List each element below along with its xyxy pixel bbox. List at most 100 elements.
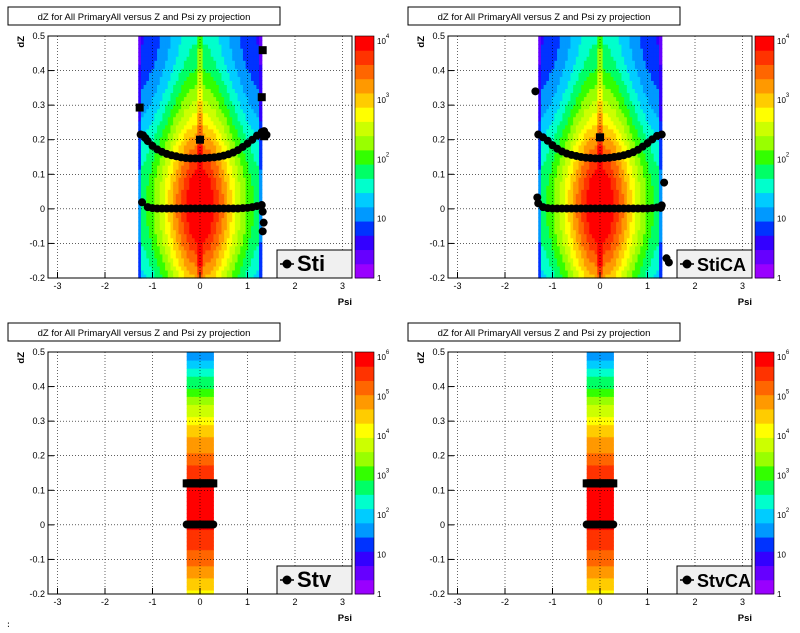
heatmap-cell	[554, 140, 558, 146]
heatmap-cell	[229, 72, 233, 77]
heatmap-cell	[173, 273, 177, 279]
heatmap-cell	[202, 132, 206, 138]
heatmap-cell	[570, 92, 574, 98]
heatmap-cell	[165, 257, 169, 263]
heatmap-cell	[148, 52, 153, 57]
heatmap-cell	[178, 116, 182, 122]
heatmap-cell	[216, 64, 220, 69]
heatmap-cell	[557, 273, 561, 279]
heatmap-cell	[178, 36, 182, 41]
heatmap-cell	[208, 140, 212, 146]
heatmap-cell	[543, 201, 547, 206]
heatmap-cell	[159, 173, 164, 178]
heatmap-cell	[157, 92, 161, 98]
heatmap-cell	[138, 36, 142, 41]
heatmap-cell	[183, 56, 188, 61]
heatmap-cell	[540, 88, 545, 94]
heatmap-cell	[546, 181, 550, 186]
heatmap-cell	[216, 104, 220, 110]
heatmap-cell	[253, 72, 257, 77]
heatmap-cell	[259, 161, 263, 166]
heatmap-cell	[148, 237, 153, 243]
heatmap-cell	[165, 193, 169, 198]
heatmap-cell	[573, 76, 577, 81]
heatmap-cell	[224, 52, 228, 57]
heatmap-cell	[200, 253, 204, 259]
heatmap-cell	[159, 44, 164, 49]
heatmap-cell	[167, 80, 172, 85]
heatmap-cell	[154, 128, 158, 134]
heatmap-cell	[565, 124, 569, 130]
heatmap-cell	[189, 201, 193, 206]
heatmap-cell	[226, 88, 231, 94]
heatmap-cell	[554, 100, 558, 106]
heatmap-cell	[548, 201, 553, 206]
heatmap-cell	[194, 40, 198, 45]
heatmap-cell	[573, 225, 577, 231]
heatmap-cell	[548, 52, 553, 57]
heatmap-cell	[573, 112, 577, 118]
heatmap-cell	[197, 100, 201, 106]
heatmap-cell	[548, 76, 553, 81]
heatmap-cell	[167, 144, 172, 150]
heatmap-cell	[251, 249, 255, 255]
heatmap-cell	[232, 96, 236, 102]
heatmap-cell	[210, 237, 215, 243]
heatmap-cell	[138, 261, 142, 267]
heatmap-cell	[189, 68, 193, 73]
heatmap-cell	[154, 221, 158, 227]
heatmap-cell	[248, 124, 252, 130]
heatmap-cell	[143, 197, 147, 202]
heatmap-cell	[157, 241, 161, 247]
heatmap-cell	[157, 140, 161, 146]
heatmap-cell	[554, 52, 558, 57]
heatmap-cell	[208, 116, 212, 122]
heatmap-cell	[151, 100, 155, 106]
heatmap-cell	[146, 48, 150, 53]
heatmap-cell	[570, 96, 574, 102]
heatmap-cell	[251, 152, 255, 158]
heatmap-cell	[213, 68, 217, 73]
heatmap-cell	[146, 217, 150, 223]
heatmap-cell	[200, 132, 204, 138]
heatmap-cell	[559, 140, 564, 146]
heatmap-cell	[143, 241, 147, 247]
heatmap-cell	[546, 40, 550, 45]
heatmap-cell	[565, 241, 569, 247]
heatmap-cell	[138, 124, 142, 130]
heatmap-cell	[562, 76, 566, 81]
heatmap-cell	[256, 249, 260, 255]
heatmap-cell	[154, 44, 158, 49]
heatmap-cell	[218, 132, 223, 138]
heatmap-cell	[181, 245, 185, 251]
heatmap-cell	[191, 48, 196, 53]
heatmap-cell	[138, 88, 142, 94]
heatmap-cell	[229, 96, 233, 102]
heatmap-cell	[197, 213, 201, 219]
heatmap-cell	[226, 173, 231, 178]
heatmap-cell	[143, 120, 147, 126]
heatmap-cell	[200, 148, 204, 154]
heatmap-cell	[138, 84, 142, 90]
heatmap-cell	[548, 40, 553, 45]
heatmap-cell	[234, 44, 239, 49]
heatmap-cell	[162, 229, 166, 235]
heatmap-cell	[226, 108, 231, 114]
heatmap-cell	[186, 40, 190, 45]
heatmap-cell	[175, 197, 180, 202]
heatmap-cell	[146, 249, 150, 255]
heatmap-cell	[202, 249, 206, 255]
heatmap-cell	[194, 92, 198, 98]
heatmap-cell	[237, 84, 241, 90]
heatmap-cell	[253, 161, 257, 166]
heatmap-cell	[189, 76, 193, 81]
heatmap-cell	[543, 197, 547, 202]
heatmap-cell	[226, 197, 231, 202]
heatmap-cell	[170, 221, 174, 227]
heatmap-cell	[251, 253, 255, 259]
color-bar-label: 1	[377, 274, 382, 283]
heatmap-cell	[165, 197, 169, 202]
heatmap-cell	[200, 76, 204, 81]
heatmap-cell	[157, 177, 161, 182]
y-tick-label: 0.3	[32, 100, 45, 110]
